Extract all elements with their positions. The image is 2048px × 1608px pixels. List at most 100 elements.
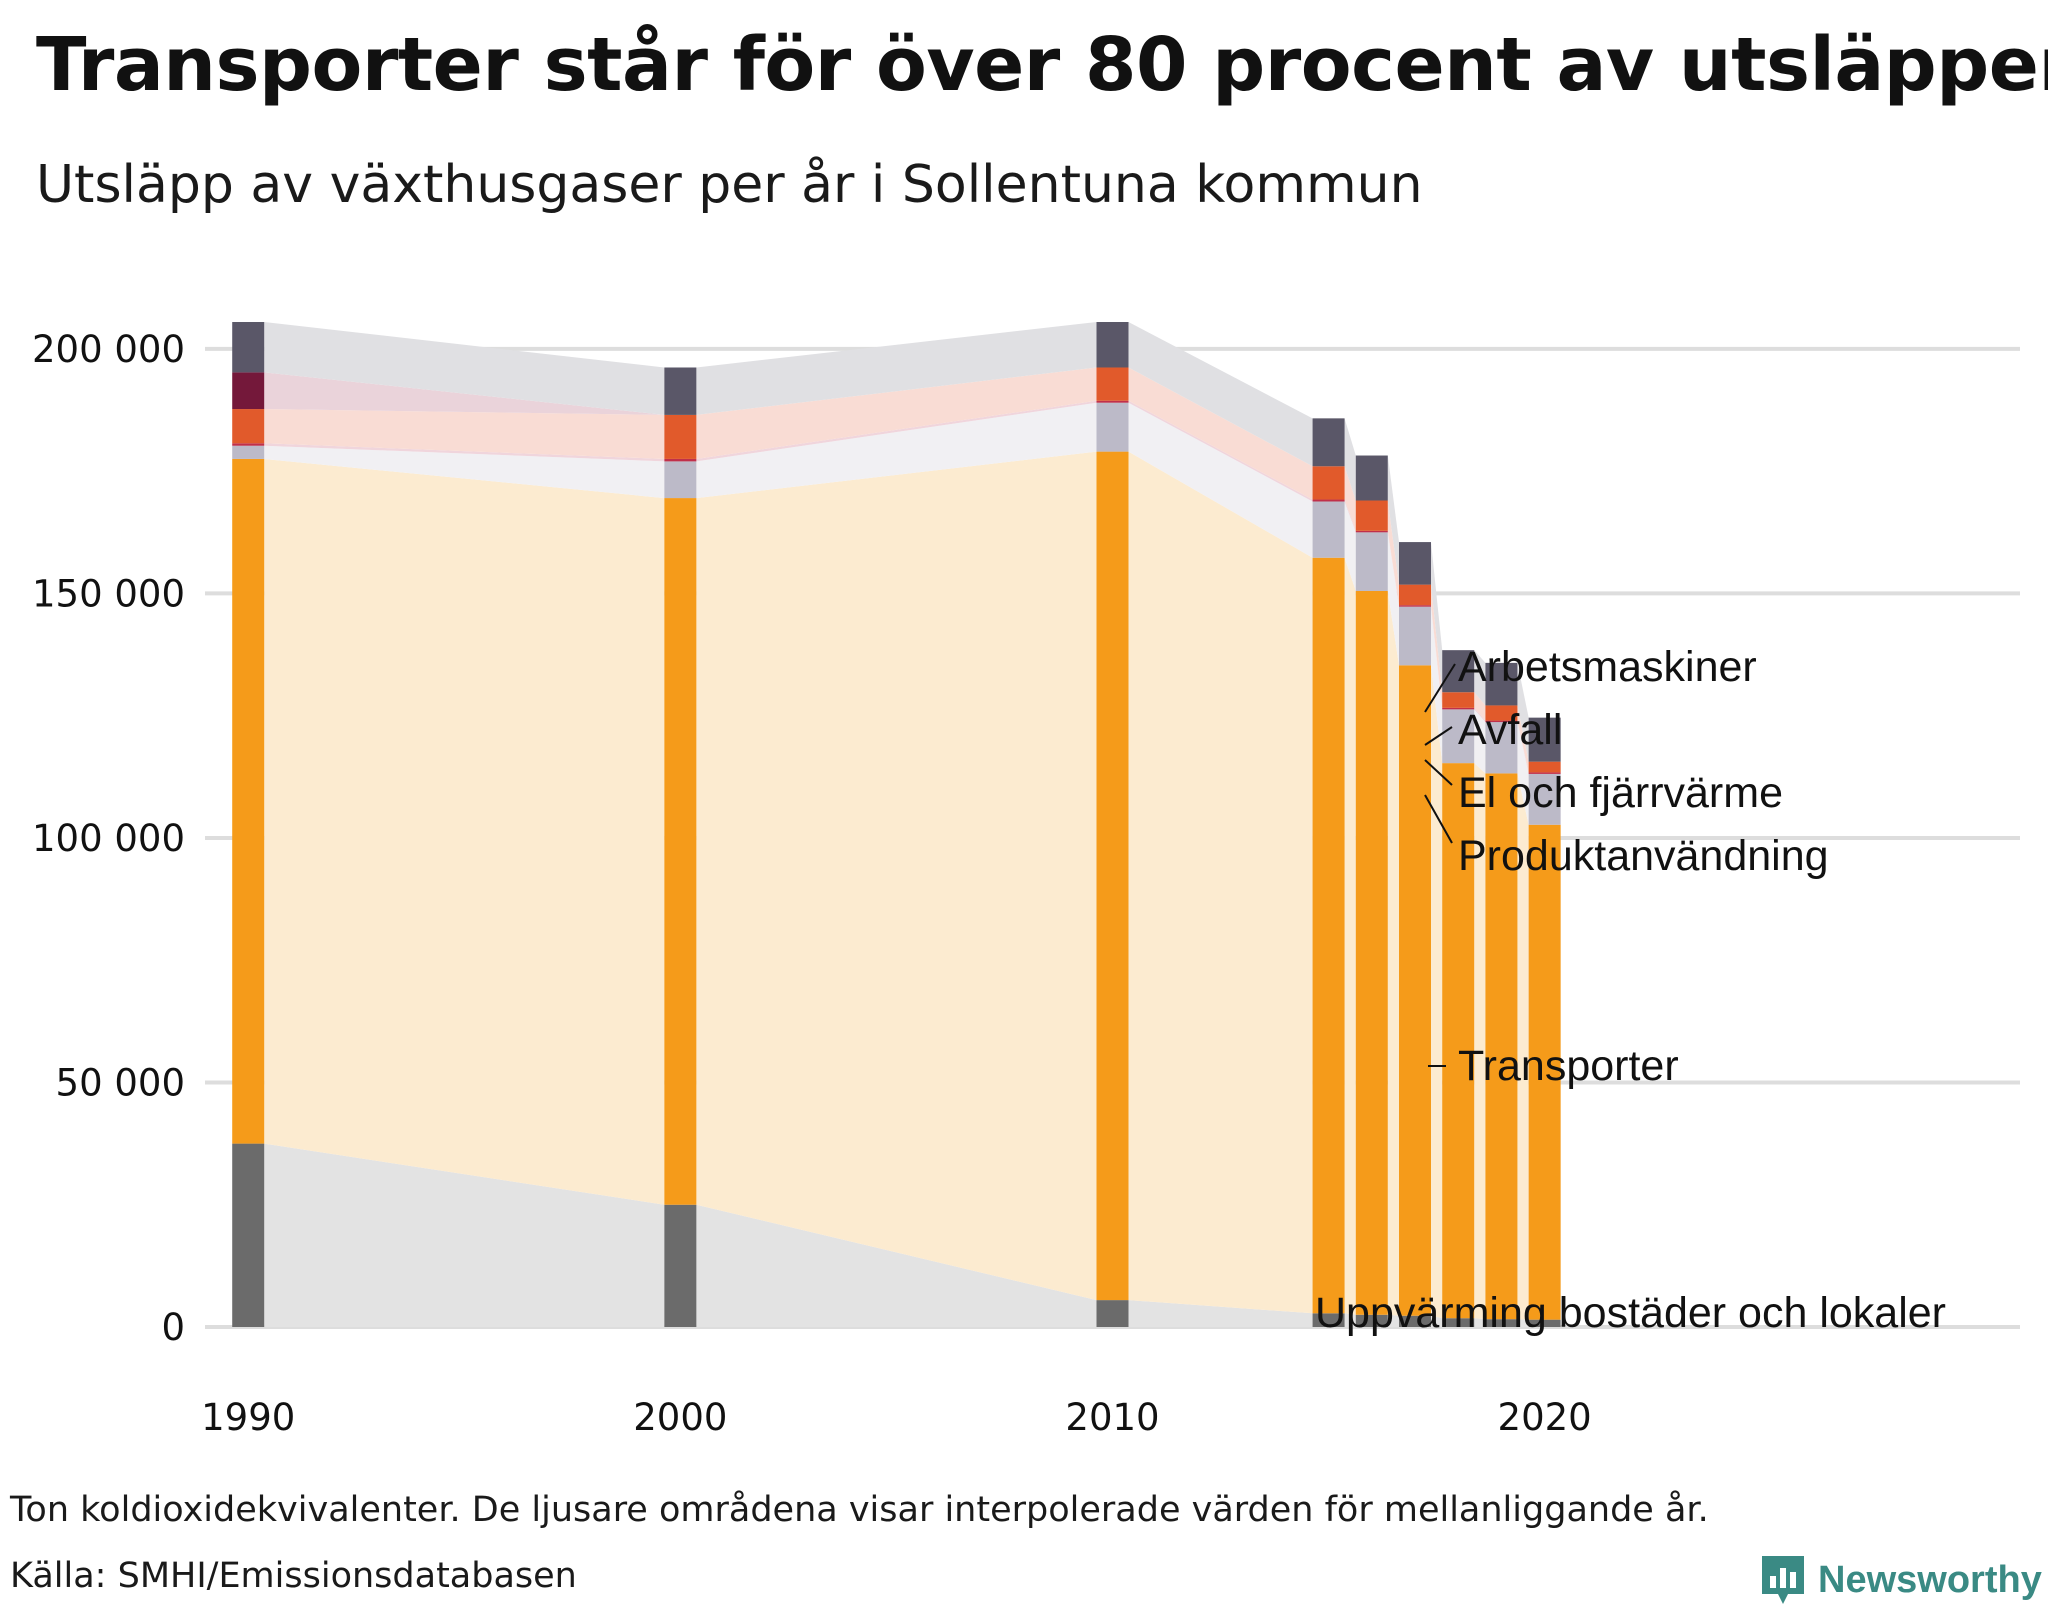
footnote: Ton koldioxidekvivalenter. De ljusare om… [10,1490,1709,1530]
bar-segment [1485,662,1518,706]
bar-segment [232,409,265,444]
bar-segment [232,458,265,1144]
interpolated-areas [264,322,1529,1327]
label-leader-line [1424,759,1453,786]
bar-segment [1312,466,1345,500]
interpolated-area [1128,367,1313,500]
bar-segment [1485,722,1518,774]
bar-segment [1399,584,1431,606]
axes: 0 50 000 100 000 150 000 200 000 1990 2000 2010… [32,328,1592,1439]
series-label: Produktanvändning [1458,832,1829,880]
bar-segment [1485,1319,1518,1327]
series-label: Avfall [1458,706,1562,754]
bar-segment [1442,650,1475,693]
bar-segment [1312,499,1345,502]
bar-segment [1355,500,1388,531]
x-tick-label: 2010 [1065,1396,1159,1439]
series-label: Uppvärming bostäder och lokaler [1315,1289,1946,1337]
interpolated-area [696,322,1097,415]
bar-segment [1442,1318,1475,1327]
interpolated-area [696,367,1097,459]
bar-segment [1355,1314,1388,1327]
interpolated-area [1387,532,1399,666]
y-tick-label: 50 000 [56,1061,185,1104]
chart-title: Transporter står för över 80 procent av … [36,22,2048,108]
interpolated-area [1128,451,1313,1314]
y-tick-label: 0 [161,1306,185,1349]
interpolated-area [1474,707,1486,723]
bar-segment [1485,720,1518,723]
interpolated-area [1474,709,1486,774]
bar-segment [1528,772,1561,774]
x-tick-label: 1990 [201,1396,295,1439]
interpolated-area [1517,705,1529,773]
bar-segment [1096,367,1129,401]
interpolated-area [1344,1313,1356,1327]
bar-segment [1442,692,1475,708]
interpolated-area [1344,501,1356,591]
bar-segment [664,1204,697,1327]
newsworthy-logo: Newsworthy [1758,1552,2042,1608]
label-leader-line [1424,726,1453,746]
logo-text: Newsworthy [1818,1558,2042,1601]
x-tick-label: 2020 [1498,1396,1592,1439]
y-tick-label: 200 000 [32,328,185,371]
interpolated-area [1344,418,1356,501]
interpolated-area [1128,1300,1313,1327]
interpolated-area [1387,500,1399,606]
interpolated-area [1431,584,1443,708]
interpolated-area [1128,322,1313,467]
y-tick-label: 150 000 [32,572,185,615]
interpolated-area [1344,499,1356,533]
bar-segment [1096,400,1129,403]
interpolated-area [1128,402,1313,558]
interpolated-area [1517,720,1529,774]
bar-segment [1399,665,1431,1316]
interpolated-area [1474,650,1486,706]
stacked-bar-chart: 0 50 000 100 000 150 000 200 000 1990 2000 2010… [32,322,2020,1439]
interpolated-area [264,409,665,459]
newsworthy-logo-icon [1762,1556,1804,1604]
bar-segment [1355,455,1388,501]
bar-segment [1485,705,1518,721]
bar-segment [232,372,265,410]
interpolated-area [264,322,665,415]
interpolated-area [696,1204,1097,1327]
label-leader-line [1424,663,1456,713]
interpolated-area [696,402,1097,499]
interpolated-area [264,443,665,462]
bar-segment [1399,606,1431,666]
bar-segment [1399,542,1431,585]
series-label: El och fjärrvärme [1458,769,1783,817]
interpolated-area [1517,773,1529,1320]
interpolated-area [1128,400,1313,502]
bar-segment [1312,501,1345,558]
bar-segment [1355,590,1388,1315]
bar-segment [232,445,265,459]
bar-segment [664,458,697,462]
series-label: Transporter [1458,1042,1679,1090]
bar-segment [1312,557,1345,1314]
interpolated-area [696,400,1097,462]
bar-segment [1355,532,1388,591]
bar-segment [664,498,697,1205]
interpolated-area [1344,557,1356,1315]
interpolated-area [1517,662,1529,762]
interpolated-area [1474,1318,1486,1327]
interpolated-area [1431,606,1443,764]
bar-segment [232,443,265,446]
bar-segment [664,414,697,459]
interpolated-area [1387,590,1399,1316]
bars [232,322,1561,1327]
interpolated-area [1474,763,1486,1320]
label-leader-line [1424,794,1453,844]
bar-segment [1399,1315,1431,1327]
bar-segment [1528,824,1561,1320]
bar-segment [1355,530,1388,533]
interpolated-area [1344,466,1356,531]
interpolated-area [264,458,665,1205]
interpolated-area [696,451,1097,1301]
bar-segment [1312,418,1345,467]
interpolated-area [1517,1319,1529,1327]
bar-segment [1528,1319,1561,1327]
